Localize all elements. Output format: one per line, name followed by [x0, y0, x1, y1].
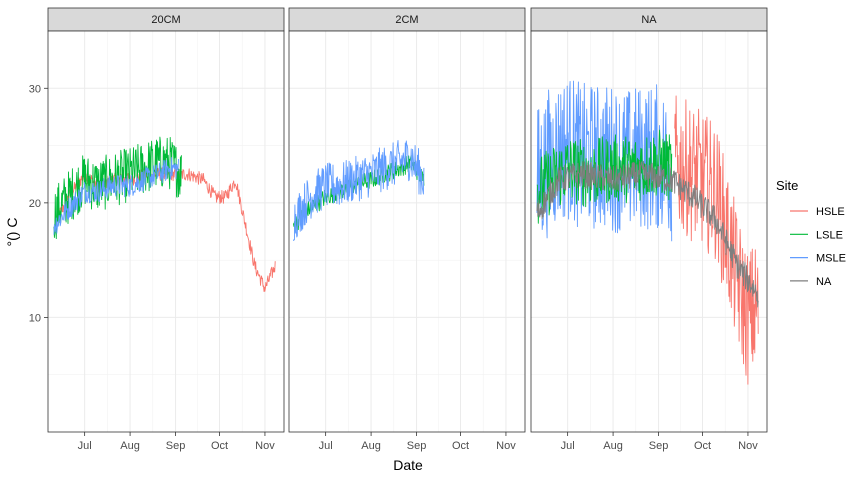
- facet-strip-label: NA: [641, 14, 657, 26]
- legend: Site HSLE LSLE MSLE NA: [776, 178, 846, 288]
- legend-label-na: NA: [816, 276, 832, 288]
- facet-panel-2cm: 2CM Jul Aug Sep Oct Nov: [288, 7, 526, 452]
- series-line-msle: [53, 157, 179, 235]
- facet-panel-20cm: 20CM Jul Aug Sep Oct Nov: [47, 7, 285, 452]
- x-tick-label: Jul: [78, 440, 92, 452]
- x-tick-label: Aug: [361, 440, 381, 452]
- legend-label-msle: MSLE: [816, 253, 846, 265]
- x-tick-label: Nov: [738, 440, 758, 452]
- series-line-msle: [292, 140, 425, 242]
- panel-background: [289, 31, 525, 432]
- y-axis: 10 20 30: [29, 83, 48, 324]
- series-group: [53, 136, 276, 292]
- x-tick-label: Oct: [452, 440, 469, 452]
- y-tick-label: 20: [29, 198, 41, 210]
- x-tick-label: Jul: [561, 440, 575, 452]
- series-group: [292, 140, 425, 242]
- panels-layer: 20CM Jul Aug Sep Oct Nov 2CM Jul Aug Sep Oct Nov NA J…: [47, 7, 768, 452]
- x-tick-label: Sep: [166, 440, 186, 452]
- legend-items: HSLE LSLE MSLE NA: [790, 206, 846, 288]
- panel-border: [288, 30, 526, 433]
- series-line-msle: [536, 80, 673, 242]
- x-axis-title: Date: [393, 457, 423, 473]
- x-tick-label: Oct: [211, 440, 228, 452]
- facet-panel-na: NA Jul Aug Sep Oct Nov: [530, 7, 768, 452]
- y-tick-label: 30: [29, 83, 41, 95]
- x-tick-label: Nov: [496, 440, 516, 452]
- x-tick-label: Nov: [255, 440, 275, 452]
- x-tick-label: Sep: [407, 440, 427, 452]
- x-tick-label: Oct: [694, 440, 711, 452]
- series-line-na: [536, 160, 759, 308]
- legend-title: Site: [776, 178, 798, 193]
- legend-label-lsle: LSLE: [816, 229, 843, 241]
- x-tick-label: Aug: [120, 440, 140, 452]
- panel-border: [47, 30, 285, 433]
- series-group: [536, 80, 759, 385]
- x-tick-label: Jul: [319, 440, 333, 452]
- y-tick-label: 10: [29, 312, 41, 324]
- legend-label-hsle: HSLE: [816, 206, 845, 218]
- y-axis-title: °() C: [4, 218, 20, 247]
- series-line-lsle: [536, 129, 673, 224]
- x-tick-label: Sep: [649, 440, 669, 452]
- series-line-lsle: [53, 136, 182, 240]
- facet-strip-label: 2CM: [395, 14, 418, 26]
- panel-border: [530, 30, 768, 433]
- x-tick-label: Aug: [603, 440, 623, 452]
- panel-background: [48, 31, 284, 432]
- facet-strip-label: 20CM: [151, 14, 180, 26]
